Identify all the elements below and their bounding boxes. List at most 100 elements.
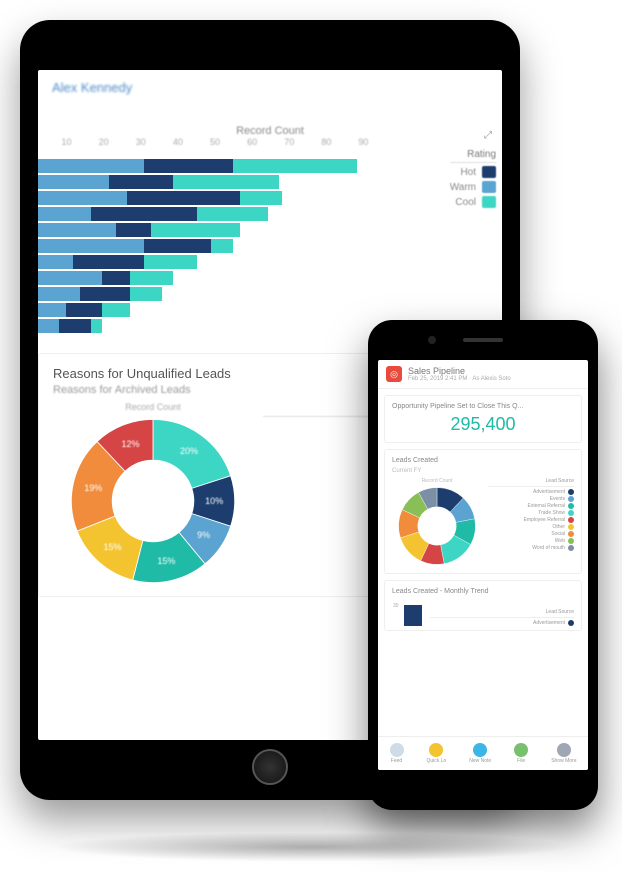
bar-segment (197, 207, 268, 221)
bar-segment (59, 319, 91, 333)
legend-label: Advertisement (533, 620, 565, 626)
axis-tick: 40 (159, 137, 196, 147)
legend-swatch (482, 166, 496, 178)
nav-label: Feed (391, 758, 402, 764)
bar-row (38, 175, 392, 189)
bar-segment (38, 287, 80, 301)
legend-label: External Referral (527, 503, 565, 509)
legend-item: Employee Referral (488, 517, 574, 523)
phone-speaker (463, 338, 503, 342)
tablet-home-button[interactable] (252, 749, 288, 785)
slice-pct-label: 10% (205, 496, 223, 506)
phone-bottom-nav: Feed Quick Lo New Note File Show More (378, 736, 588, 770)
axis-tick: 20 (85, 137, 122, 147)
rating-bar-chart: 102030405060708090 Rating HotWarmCool (38, 137, 502, 333)
legend-label: Cool (455, 197, 476, 208)
axis-tick: 70 (271, 137, 308, 147)
slice-pct-label: 15% (104, 542, 122, 552)
bar-segment (404, 605, 422, 626)
legend-title: Lead Source (430, 609, 574, 618)
bar-segment (116, 223, 151, 237)
legend-swatch (482, 196, 496, 208)
phone-device: ◎ Sales Pipeline Feb 25, 2019 2:41 PM · … (368, 320, 598, 810)
legend-swatch (568, 496, 574, 502)
donut-axis-label: Record Count (392, 478, 482, 484)
card-title: Leads Created - Monthly Trend (392, 588, 574, 595)
bar-segment (173, 175, 279, 189)
legend-item: Advertisement (488, 489, 574, 495)
bar-segment (127, 191, 240, 205)
bar-row (38, 239, 392, 253)
bar-segment (91, 319, 102, 333)
trend-legend: Lead Source Advertisement (430, 609, 574, 626)
legend-item: Web (488, 538, 574, 544)
nav-item[interactable]: Feed (390, 743, 404, 764)
bar-segment (151, 223, 240, 237)
rating-legend: Rating HotWarmCool (450, 149, 496, 211)
nav-item[interactable]: Show More (551, 743, 576, 764)
nav-label: New Note (469, 758, 491, 764)
legend-swatch (568, 517, 574, 523)
card-title: Leads Created (392, 457, 574, 464)
slice-pct-label: 15% (157, 556, 175, 566)
bar-row (38, 207, 392, 221)
card-subtitle: Current FY (392, 468, 574, 474)
nav-item[interactable]: New Note (469, 743, 491, 764)
nav-icon (390, 743, 404, 757)
bar-segment (38, 159, 144, 173)
nav-icon (473, 743, 487, 757)
legend-item: Events (488, 496, 574, 502)
bar-segment (144, 255, 197, 269)
legend-label: Hot (460, 167, 476, 178)
bar-row (38, 191, 392, 205)
bar-segment (73, 255, 144, 269)
legend-swatch (568, 531, 574, 537)
bar-chart-title: Record Count (38, 105, 502, 137)
bar-segment (38, 223, 116, 237)
axis-tick: 50 (196, 137, 233, 147)
legend-swatch (482, 181, 496, 193)
nav-label: Show More (551, 758, 576, 764)
bar-segment (38, 191, 127, 205)
nav-item[interactable]: File (514, 743, 528, 764)
reasons-donut-chart: 20%10%9%15%15%19%12% (68, 416, 238, 586)
kpi-card[interactable]: Opportunity Pipeline Set to Close This Q… (384, 395, 582, 443)
bar-segment (38, 175, 109, 189)
leads-legend: Lead Source AdvertisementEventsExternal … (488, 478, 574, 552)
bar-segment (109, 175, 173, 189)
legend-label: Social (551, 531, 565, 537)
bar-segment (38, 271, 102, 285)
legend-label: Web (555, 538, 565, 544)
bar-segment (233, 159, 357, 173)
legend-swatch (568, 538, 574, 544)
bar-segment (144, 239, 211, 253)
legend-label: Trade Show (538, 510, 565, 516)
axis-tick: 80 (308, 137, 345, 147)
bar-segment (211, 239, 232, 253)
legend-item: Word of mouth (488, 545, 574, 551)
bar-row (38, 223, 392, 237)
legend-swatch (568, 620, 574, 626)
kpi-title: Opportunity Pipeline Set to Close This Q… (392, 403, 574, 410)
axis-tick: 10 (48, 137, 85, 147)
trend-bar (404, 605, 422, 626)
bar-segment (144, 159, 233, 173)
nav-item[interactable]: Quick Lo (427, 743, 447, 764)
bar-row (38, 319, 392, 333)
bar-row (38, 159, 392, 173)
nav-icon (514, 743, 528, 757)
legend-swatch (568, 524, 574, 530)
leads-donut-chart (397, 486, 477, 566)
legend-title: Rating (450, 149, 496, 163)
trend-card[interactable]: Leads Created - Monthly Trend 30 Lead So… (384, 580, 582, 631)
bar-segment (38, 239, 144, 253)
tablet-header-user: Alex Kennedy (38, 70, 502, 105)
leads-created-card[interactable]: Leads Created Current FY Record Count Le… (384, 449, 582, 574)
legend-item: Other (488, 524, 574, 530)
pipeline-icon: ◎ (386, 366, 402, 382)
donut-axis-label: Record Count (53, 402, 253, 412)
axis-tick: 90 (345, 137, 382, 147)
legend-swatch (568, 510, 574, 516)
legend-label: Word of mouth (532, 545, 565, 551)
axis-tick: 60 (234, 137, 271, 147)
